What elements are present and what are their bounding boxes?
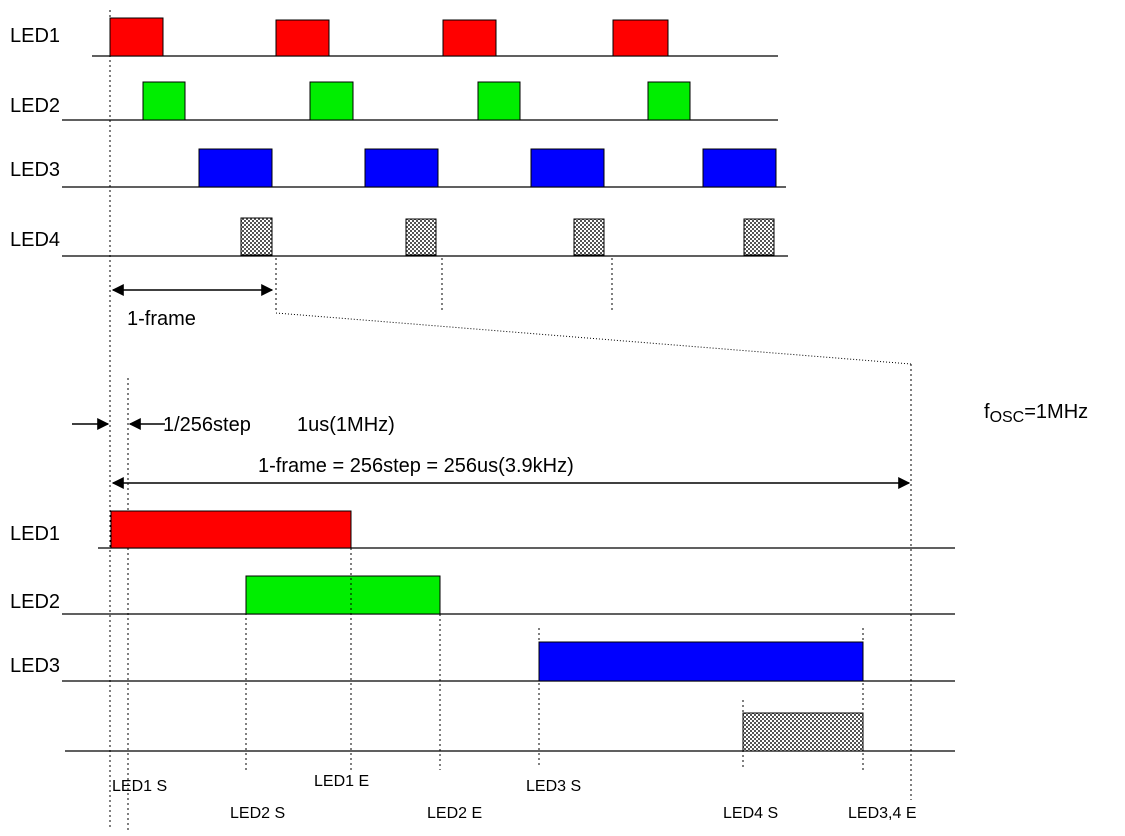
top-led3-pulse xyxy=(702,148,777,188)
marker-led34-e: LED3,4 E xyxy=(848,805,916,822)
top-led4-pulse xyxy=(405,218,437,256)
top-section: LED1 LED2 LED3 LED4 1-frame xyxy=(10,17,788,330)
top-led1-pulse xyxy=(612,19,669,57)
bottom-led3-pulse xyxy=(538,641,864,682)
top-led4-pulse xyxy=(240,217,273,256)
bottom-led3-label: LED3 xyxy=(10,655,60,677)
marker-led2-s: LED2 S xyxy=(230,805,285,822)
step-label: 1/256step xyxy=(163,414,251,436)
top-led4-pulse xyxy=(573,218,605,256)
bottom-led4-pulse xyxy=(742,712,864,752)
top-led1-pulse xyxy=(109,17,164,57)
top-led4-pulse xyxy=(743,218,775,256)
top-led1-label: LED1 xyxy=(10,25,60,47)
top-led2-pulse xyxy=(309,81,354,121)
marker-led1-s: LED1 S xyxy=(112,778,167,795)
top-led3-label: LED3 xyxy=(10,159,60,181)
top-led3-pulse xyxy=(364,148,439,188)
frame-equation-label: 1-frame = 256step = 256us(3.9kHz) xyxy=(258,455,574,477)
top-led2-pulse xyxy=(142,81,186,121)
marker-led3-s: LED3 S xyxy=(526,778,581,795)
fosc-subscript: OSC xyxy=(990,409,1025,426)
top-led2-pulse xyxy=(647,81,691,121)
marker-led2-e: LED2 E xyxy=(427,805,482,822)
top-led2-label: LED2 xyxy=(10,95,60,117)
top-led3-pulse xyxy=(198,148,273,188)
bottom-led2-pulse xyxy=(245,575,441,615)
bottom-led1-label: LED1 xyxy=(10,523,60,545)
marker-led1-e: LED1 E xyxy=(314,773,369,790)
top-led4-label: LED4 xyxy=(10,229,60,251)
step-time-label: 1us(1MHz) xyxy=(297,414,395,436)
zoom-projection-line xyxy=(275,312,912,365)
top-led1-pulse xyxy=(442,19,497,57)
top-led3-pulse xyxy=(530,148,605,188)
fosc-suffix: =1MHz xyxy=(1024,401,1088,423)
bottom-led1-pulse xyxy=(110,510,352,549)
top-led2-pulse xyxy=(477,81,521,121)
fosc-prefix: f xyxy=(984,401,990,423)
top-frame-label: 1-frame xyxy=(127,308,196,330)
bottom-section: 1/256step 1us(1MHz) 1-frame = 256step = … xyxy=(10,414,955,822)
bottom-led2-label: LED2 xyxy=(10,591,60,613)
fosc-label: fOSC=1MHz xyxy=(984,401,1088,426)
marker-led4-s: LED4 S xyxy=(723,805,778,822)
top-led1-pulse xyxy=(275,19,330,57)
